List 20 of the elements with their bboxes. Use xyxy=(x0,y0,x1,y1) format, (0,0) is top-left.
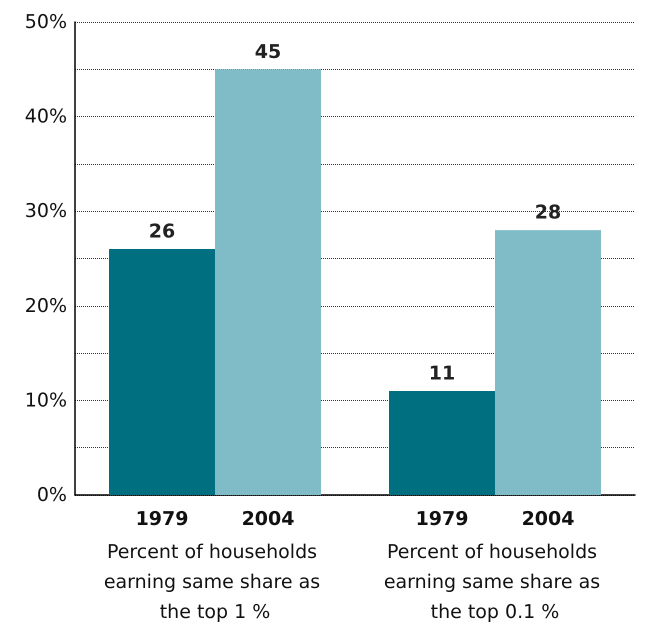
series-label: 2004 xyxy=(242,508,294,530)
y-tick-label: 40% xyxy=(24,106,67,128)
y-tick-label: 20% xyxy=(24,294,67,317)
series-label: 1979 xyxy=(136,508,188,530)
y-tick-label: 30% xyxy=(24,200,67,222)
data-label: 45 xyxy=(254,40,282,63)
bar xyxy=(109,249,215,495)
text: 1979 xyxy=(416,508,468,530)
y-tick-label: 50% xyxy=(24,11,67,33)
x-tick-label: Percent of households earning same share as the top 0.1 % xyxy=(384,541,606,623)
data-label: 28 xyxy=(534,202,562,224)
x-tick-label: Percent of households earning same share as the top 1 % xyxy=(104,541,326,623)
y-tick-label: 0% xyxy=(36,484,67,506)
bar xyxy=(389,390,495,495)
text: 2004 xyxy=(522,508,574,530)
bar xyxy=(215,69,321,495)
data-label: 11 xyxy=(428,362,456,384)
data-label: 26 xyxy=(148,220,176,243)
bar xyxy=(495,230,601,495)
y-tick-label: 10% xyxy=(24,389,67,412)
